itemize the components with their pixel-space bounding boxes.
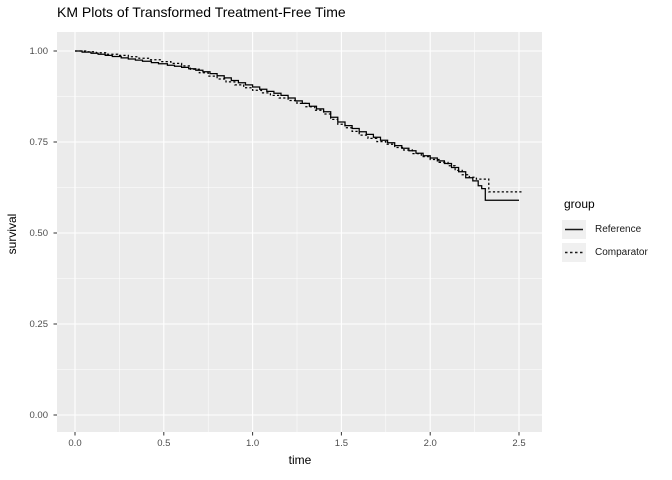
legend-title: group bbox=[564, 197, 595, 211]
comparator-line-key-icon bbox=[562, 243, 586, 262]
legend-label-comparator: Comparator bbox=[595, 247, 648, 258]
legend: group Reference Comparator bbox=[562, 197, 648, 266]
chart-title: KM Plots of Transformed Treatment-Free T… bbox=[57, 4, 346, 20]
legend-entry-comparator: Comparator bbox=[562, 243, 648, 262]
y-tick-label: 1.00 bbox=[29, 46, 49, 57]
x-tick-label: 2.5 bbox=[512, 438, 526, 449]
reference-line-key-icon bbox=[562, 220, 586, 239]
x-axis-title: time bbox=[288, 453, 312, 467]
series-comparator-curve bbox=[75, 50, 523, 193]
y-tick-label: 0.50 bbox=[29, 228, 49, 239]
x-tick-label: 0.0 bbox=[68, 438, 82, 449]
y-tick-label: 0.00 bbox=[29, 410, 49, 421]
legend-label-reference: Reference bbox=[595, 224, 642, 235]
y-tick-label: 0.25 bbox=[29, 319, 49, 330]
x-tick-label: 0.5 bbox=[157, 438, 171, 449]
plot-panel bbox=[57, 32, 542, 432]
x-tick-label: 1.5 bbox=[334, 438, 348, 449]
y-tick-label: 0.75 bbox=[29, 137, 49, 148]
x-tick-label: 2.0 bbox=[423, 438, 437, 449]
x-tick-label: 1.0 bbox=[245, 438, 260, 449]
series-reference-curve bbox=[75, 50, 519, 201]
legend-entry-reference: Reference bbox=[562, 220, 648, 239]
